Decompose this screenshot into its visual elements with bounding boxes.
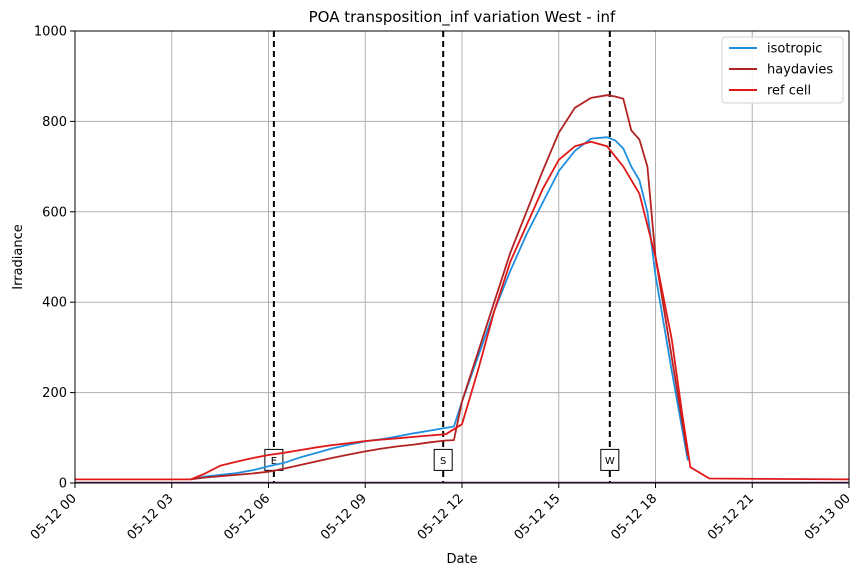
y-tick-label: 600 xyxy=(42,205,67,220)
series-line-isotropic xyxy=(190,136,689,481)
y-tick-label: 1000 xyxy=(34,25,67,40)
legend-box xyxy=(721,36,844,104)
legend-label: ref cell xyxy=(767,84,811,99)
y-axis-title: Irradiance xyxy=(11,224,26,289)
chart-title: POA transposition_inf variation West - i… xyxy=(309,8,616,27)
marker-label-e: E xyxy=(271,456,277,467)
legend-label: haydavies xyxy=(767,63,833,78)
marker-label-s: S xyxy=(440,456,446,467)
legend-label: isotropic xyxy=(767,42,822,57)
marker-box-w xyxy=(600,448,620,471)
marker-box-s xyxy=(433,448,453,471)
y-tick-label: 200 xyxy=(42,386,67,401)
y-tick-label: 0 xyxy=(59,477,67,492)
series-line-ref-cell xyxy=(75,140,850,481)
y-tick-label: 800 xyxy=(42,115,67,130)
series-line-haydavies xyxy=(190,94,689,481)
x-axis-title: Date xyxy=(446,552,477,567)
legend: isotropic haydavies ref cell xyxy=(721,36,844,104)
y-tick-label: 400 xyxy=(42,296,67,311)
marker-label-w: W xyxy=(605,456,615,467)
series-lines xyxy=(75,94,850,481)
